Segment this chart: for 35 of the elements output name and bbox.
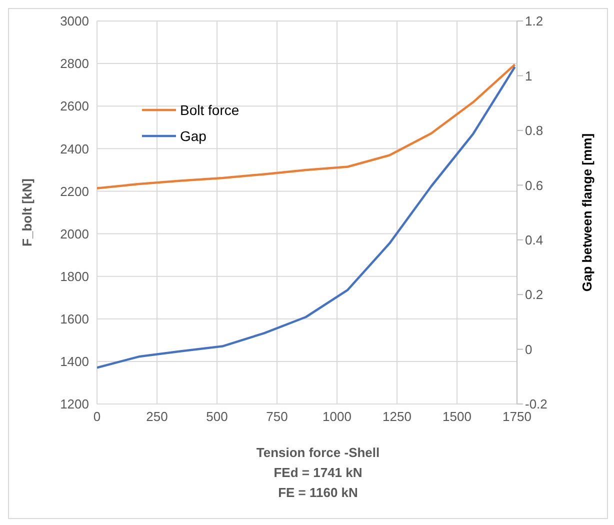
y-tick-label: 2600 xyxy=(60,98,89,114)
x-tick-label: 1750 xyxy=(502,409,532,424)
legend-label: Bolt force xyxy=(180,101,240,120)
x-tick-label: 1250 xyxy=(382,409,412,424)
y-tick-label: 2400 xyxy=(60,141,89,156)
y-tick-label: 2000 xyxy=(60,226,89,242)
text: FEd = 1741 kN xyxy=(272,464,364,482)
y-tick-label: 1800 xyxy=(60,268,89,284)
y-tick-label: 1400 xyxy=(60,354,89,370)
y2-tick-label: 0.8 xyxy=(525,123,544,138)
x-tick-label: 0 xyxy=(93,409,101,424)
line-series xyxy=(97,66,516,369)
y2-tick-label: 0.6 xyxy=(525,178,544,193)
y-tick-label: 1200 xyxy=(60,396,89,412)
y-tick-label: 1600 xyxy=(60,312,89,327)
y2-tick-label: -0.2 xyxy=(525,396,548,412)
line-series xyxy=(97,63,516,190)
x-tick-label: 250 xyxy=(146,409,168,424)
y2-tick-label: 0.4 xyxy=(525,232,544,248)
text: FE = 1160 kN xyxy=(277,484,359,502)
y-tick-label: 2800 xyxy=(60,56,89,72)
legend-label: Gap xyxy=(180,127,206,146)
y-tick-label: 3000 xyxy=(60,14,89,29)
y2-tick-label: 1.2 xyxy=(525,14,544,29)
x-axis-title: Tension force -Shell xyxy=(255,444,381,462)
x-tick-label: 1000 xyxy=(322,409,352,424)
y-axis-title: F_bolt [kN] xyxy=(20,178,35,246)
x-tick-label: 750 xyxy=(266,409,288,424)
x-tick-label: 1500 xyxy=(442,409,472,424)
y2-tick-label: 0 xyxy=(525,342,532,357)
y2-axis-title: Gap between flange [mm] xyxy=(580,133,595,292)
y2-tick-label: 0.2 xyxy=(525,287,544,302)
y2-tick-label: 1 xyxy=(525,68,532,84)
y-tick-label: 2200 xyxy=(60,184,89,199)
x-tick-label: 500 xyxy=(206,409,228,424)
